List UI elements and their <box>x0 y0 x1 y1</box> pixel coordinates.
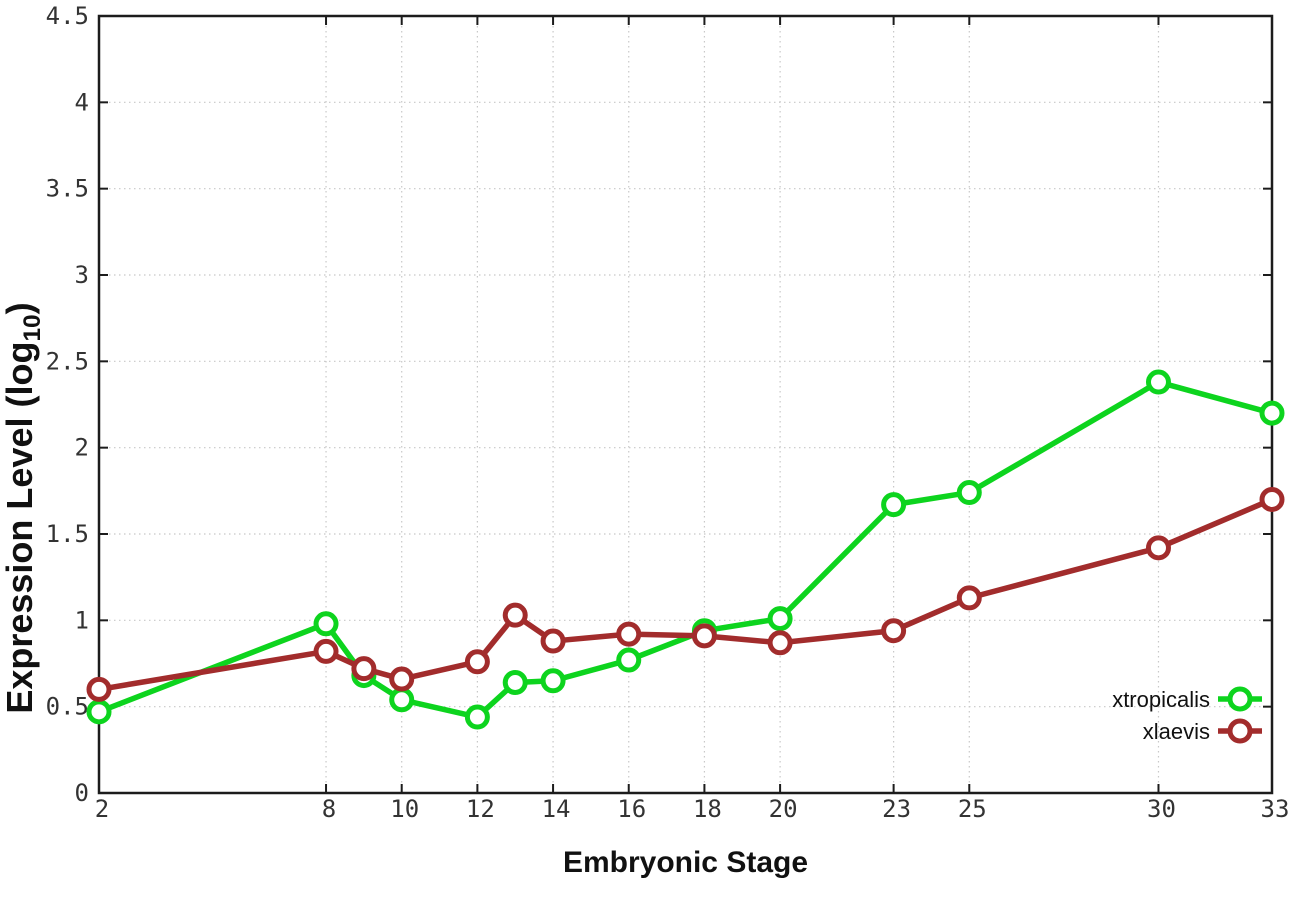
x-tick-label: 10 <box>390 795 419 823</box>
data-point-xtropicalis <box>1259 400 1285 426</box>
legend-entry-xlaevis: xlaevis <box>1143 718 1262 744</box>
data-point-xtropicalis <box>86 699 112 725</box>
x-tick-label: 30 <box>1147 795 1176 823</box>
y-tick-label: 3.5 <box>46 175 89 203</box>
data-point-xtropicalis <box>540 668 566 694</box>
legend: xtropicalis xlaevis <box>1112 686 1262 744</box>
legend-marker-xlaevis <box>1227 718 1253 744</box>
data-point-xlaevis <box>351 656 377 682</box>
data-point-xtropicalis <box>464 704 490 730</box>
data-point-xlaevis <box>616 621 642 647</box>
data-point-xtropicalis <box>1145 369 1171 395</box>
tick-marks <box>98 15 1273 794</box>
x-tick-label: 14 <box>542 795 571 823</box>
data-point-xlaevis <box>691 623 717 649</box>
x-tick-label: 23 <box>882 795 911 823</box>
legend-label-xlaevis: xlaevis <box>1143 719 1210 744</box>
data-point-xtropicalis <box>389 687 415 713</box>
y-tick-label: 4 <box>75 88 89 116</box>
y-axis-title: Expression Level (log10) <box>0 198 47 818</box>
y-axis-title-text: Expression Level (log <box>0 341 40 714</box>
y-tick-label: 0 <box>75 779 89 807</box>
data-point-xtropicalis <box>502 669 528 695</box>
data-point-xlaevis <box>540 628 566 654</box>
data-point-xtropicalis <box>881 492 907 518</box>
series-xlaevis <box>86 486 1285 702</box>
data-point-xlaevis <box>956 585 982 611</box>
data-point-xlaevis <box>389 666 415 692</box>
x-tick-label: 12 <box>466 795 495 823</box>
data-point-xtropicalis <box>313 611 339 637</box>
data-point-xlaevis <box>502 602 528 628</box>
y-tick-label: 4.5 <box>46 2 89 30</box>
y-tick-label: 2.5 <box>46 347 89 375</box>
x-axis-title: Embryonic Stage <box>99 846 1272 880</box>
x-tick-label: 16 <box>617 795 646 823</box>
legend-entry-xtropicalis: xtropicalis <box>1112 686 1262 712</box>
y-tick-label: 1.5 <box>46 520 89 548</box>
y-tick-label: 1 <box>75 606 89 634</box>
data-point-xtropicalis <box>956 480 982 506</box>
data-point-xlaevis <box>464 649 490 675</box>
grid <box>99 16 1272 793</box>
y-tick-label: 2 <box>75 434 89 462</box>
data-point-xtropicalis <box>767 606 793 632</box>
x-tick-label: 20 <box>769 795 798 823</box>
x-axis-title-text: Embryonic Stage <box>562 846 809 879</box>
x-tick-label: 33 <box>1261 795 1290 823</box>
y-tick-label: 3 <box>75 261 89 289</box>
data-point-xlaevis <box>86 676 112 702</box>
data-point-xtropicalis <box>616 647 642 673</box>
data-point-xlaevis <box>1145 535 1171 561</box>
legend-label-xtropicalis: xtropicalis <box>1112 687 1210 712</box>
tick-labels: 2 8 10 12 14 16 18 20 23 25 30 33 0 0.5 1 1.5 2 2.5 3 3.5 4 4… <box>46 2 1290 823</box>
y-tick-label: 0.5 <box>46 693 89 721</box>
data-point-xlaevis <box>881 618 907 644</box>
legend-marker-xtropicalis <box>1227 686 1253 712</box>
series-xtropicalis <box>86 369 1285 730</box>
data-point-xlaevis <box>767 630 793 656</box>
x-tick-label: 2 <box>95 795 109 823</box>
y-axis-title-suffix: ) <box>0 302 40 315</box>
x-tick-label: 18 <box>693 795 722 823</box>
x-tick-label: 25 <box>958 795 987 823</box>
data-point-xlaevis <box>1259 486 1285 512</box>
x-tick-label: 8 <box>322 795 336 823</box>
data-point-xlaevis <box>313 638 339 664</box>
y-axis-title-subscript: 10 <box>19 314 47 342</box>
